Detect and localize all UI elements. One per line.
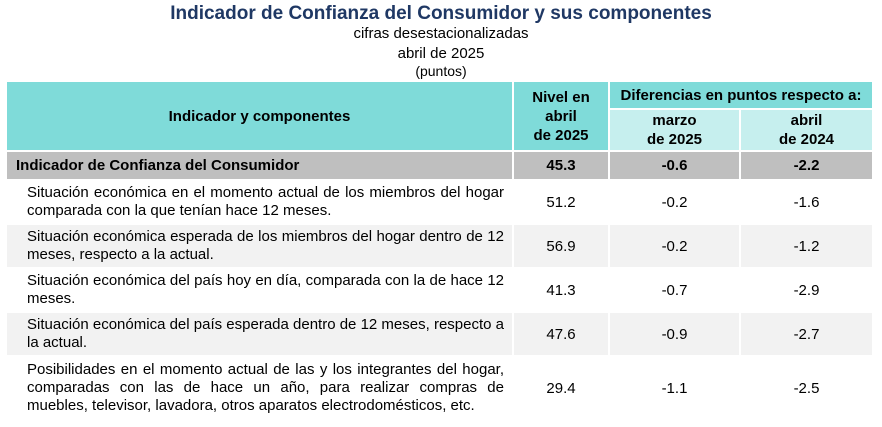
report-period: abril de 2025 [397,45,485,62]
row-diff-month: -0.9 [608,312,740,357]
total-level: 45.3 [512,150,609,181]
header-diff-month-line-1: marzo [652,112,697,129]
report-subtitle: cifras desestacionalizadas [353,25,529,42]
row-label: Posibilidades en el momento actual de la… [7,356,513,421]
header-level-line-2: abril [545,107,577,125]
header-diff-year: abril de 2024 [740,109,872,151]
header-indicator: Indicador y componentes [7,82,514,151]
row-diff-year: -2.9 [739,268,872,313]
row-label: Situación económica esperada de los miem… [7,224,513,269]
table-row: Situación económica esperada de los miem… [7,224,872,269]
row-diff-year: -2.7 [739,312,872,357]
header-level: Nivel en abril de 2025 [513,82,610,151]
total-row: Indicador de Confianza del Consumidor 45… [7,150,872,181]
row-diff-year: -1.2 [739,224,872,269]
report-title: Indicador de Confianza del Consumidor y … [170,3,712,24]
table-row: Situación económica del país esperada de… [7,312,872,357]
row-label: Situación económica en el momento actual… [7,180,513,225]
row-level: 29.4 [512,356,609,421]
header-diff-group: Diferencias en puntos respecto a: [609,82,872,110]
header-diff-year-line-1: abril [790,112,823,129]
header-level-line-1: Nivel en [532,88,590,106]
row-level: 41.3 [512,268,609,313]
header-level-line-3: de 2025 [533,126,589,144]
row-diff-year: -1.6 [739,180,872,225]
row-level: 56.9 [512,224,609,269]
row-level: 47.6 [512,312,609,357]
row-label: Situación económica del país esperada de… [7,312,513,357]
table-row: Situación económica del país hoy en día,… [7,268,872,313]
header-diff-year-line-2: de 2024 [778,131,835,148]
row-diff-year: -2.5 [739,356,872,421]
table-row: Posibilidades en el momento actual de la… [7,356,872,421]
total-diff-year: -2.2 [739,150,872,181]
header-diff-month-line-2: de 2025 [646,131,703,148]
row-label: Situación económica del país hoy en día,… [7,268,513,313]
row-diff-month: -1.1 [608,356,740,421]
consumer-confidence-table: Indicador y componentes Nivel en abril d… [7,82,872,421]
header-diff-month: marzo de 2025 [609,109,741,151]
total-diff-month: -0.6 [608,150,740,181]
table-row: Situación económica en el momento actual… [7,180,872,225]
row-diff-month: -0.2 [608,180,740,225]
row-level: 51.2 [512,180,609,225]
report-header: Indicador de Confianza del Consumidor y … [0,0,882,82]
row-diff-month: -0.2 [608,224,740,269]
total-label: Indicador de Confianza del Consumidor [7,150,513,181]
report-units: (puntos) [415,63,467,79]
row-diff-month: -0.7 [608,268,740,313]
